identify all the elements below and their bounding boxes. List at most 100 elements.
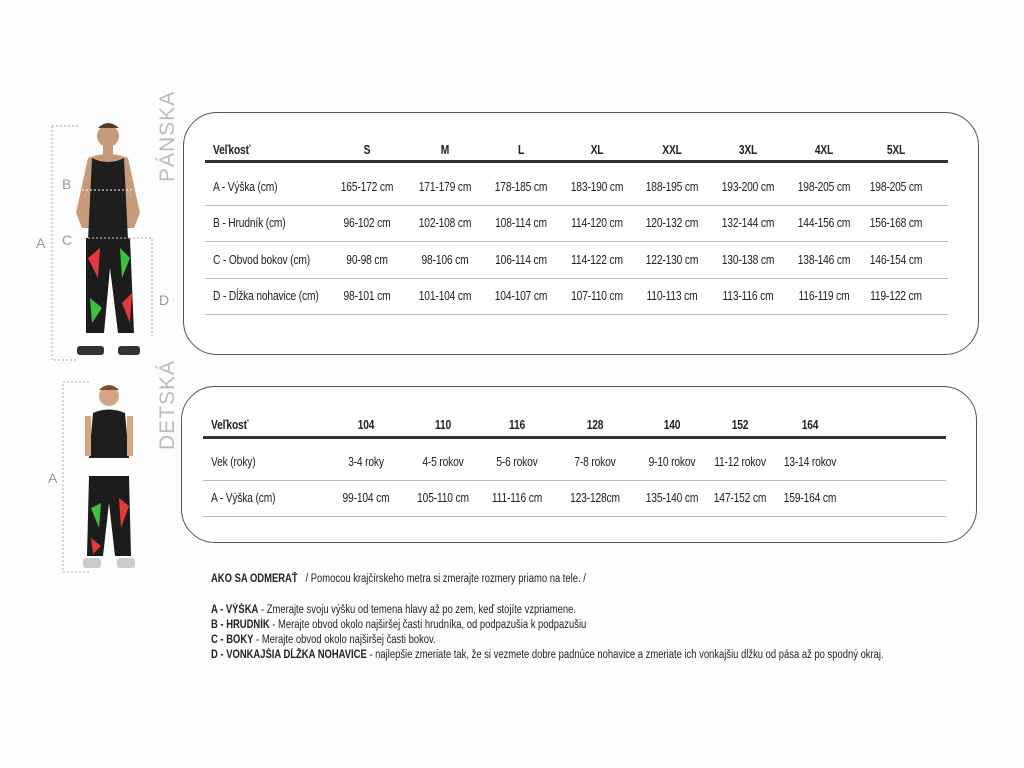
marker-a: A	[36, 235, 46, 251]
row-label: A - Výška (cm)	[211, 491, 276, 505]
instruction-term: D - VONKAJŠIA DĹŽKA NOHAVICE	[211, 649, 367, 661]
table-cell: 99-104 cm	[342, 491, 390, 505]
instruction-text: - najlepšie zmeriate tak, že si vezmete …	[366, 649, 884, 661]
size-header: 3XL	[738, 143, 758, 157]
size-header: XXL	[662, 143, 682, 157]
men-size-table	[183, 112, 979, 355]
header-divider	[205, 160, 948, 163]
row-label: Vek (roky)	[211, 455, 256, 469]
table-cell: 108-114 cm	[495, 216, 547, 230]
table-cell: 106-114 cm	[495, 253, 547, 267]
size-header: 140	[663, 418, 681, 432]
size-header: 5XL	[886, 143, 906, 157]
table-cell: 146-154 cm	[869, 253, 923, 267]
table-cell: 104-107 cm	[494, 289, 548, 303]
table-cell: 111-116 cm	[491, 491, 543, 505]
size-header: 110	[434, 418, 452, 432]
table-cell: 9-10 rokov	[648, 455, 696, 469]
size-header: 104	[357, 418, 375, 432]
size-header: M	[440, 143, 450, 157]
size-header: XL	[590, 143, 604, 157]
table-cell: 198-205 cm	[797, 180, 851, 194]
size-header: 152	[731, 418, 749, 432]
table-cell: 114-122 cm	[571, 253, 623, 267]
table-cell: 4-5 rokov	[422, 455, 464, 469]
instruction-d: D - VONKAJŠIA DĹŽKA NOHAVICE - najlepšie…	[211, 649, 884, 661]
kids-section-label: DETSKÁ	[156, 359, 179, 450]
kids-model-figure	[62, 381, 135, 573]
instruction-term: C - BOKY	[211, 634, 254, 646]
table-cell: 198-205 cm	[869, 180, 923, 194]
table-cell: 165-172 cm	[340, 180, 394, 194]
instruction-b: B - HRUDNÍK - Merajte obvod okolo najšir…	[211, 619, 586, 631]
table-cell: 102-108 cm	[418, 216, 472, 230]
table-cell: 130-138 cm	[721, 253, 775, 267]
table-cell: 135-140 cm	[645, 491, 699, 505]
table-cell: 119-122 cm	[870, 289, 922, 303]
table-cell: 188-195 cm	[645, 180, 699, 194]
table-cell: 114-120 cm	[571, 216, 623, 230]
row-divider	[205, 241, 948, 242]
table-cell: 120-132 cm	[645, 216, 699, 230]
marker-b: B	[62, 176, 72, 192]
size-header: 128	[586, 418, 604, 432]
table-cell: 144-156 cm	[797, 216, 851, 230]
instruction-c: C - BOKY - Merajte obvod okolo najširšej…	[211, 634, 436, 646]
table-cell: 5-6 rokov	[496, 455, 538, 469]
size-header: S	[363, 143, 371, 157]
table-cell: 122-130 cm	[645, 253, 699, 267]
table-cell: 13-14 rokov	[783, 455, 837, 469]
instruction-a: A - VÝŠKA - Zmerajte svoju výšku od teme…	[211, 604, 576, 616]
instructions-subtitle: / Pomocou krajčírskeho metra si zmerajte…	[305, 573, 586, 585]
table-cell: 3-4 roky	[348, 455, 384, 469]
size-header-label: Veľkosť	[211, 418, 249, 432]
table-cell: 107-110 cm	[571, 289, 623, 303]
table-cell: 98-101 cm	[343, 289, 391, 303]
table-cell: 110-113 cm	[646, 289, 698, 303]
table-cell: 11-12 rokov	[714, 455, 766, 469]
table-cell: 159-164 cm	[783, 491, 837, 505]
table-cell: 101-104 cm	[418, 289, 472, 303]
row-divider	[203, 516, 946, 517]
kids-marker-a: A	[48, 470, 58, 486]
size-header-label: Veľkosť	[213, 143, 251, 157]
instruction-term: B - HRUDNÍK	[211, 619, 270, 631]
row-label: C - Obvod bokov (cm)	[213, 253, 310, 267]
row-label: D - Dĺžka nohavice (cm)	[213, 289, 319, 303]
table-cell: 183-190 cm	[570, 180, 624, 194]
table-cell: 98-106 cm	[421, 253, 469, 267]
table-cell: 193-200 cm	[721, 180, 775, 194]
header-divider	[203, 436, 946, 439]
table-cell: 132-144 cm	[721, 216, 775, 230]
instruction-term: A - VÝŠKA	[211, 604, 259, 616]
table-cell: 147-152 cm	[713, 491, 767, 505]
row-divider	[205, 205, 948, 206]
row-divider	[205, 314, 948, 315]
instructions-heading: AKO SA ODMERAŤ / Pomocou krajčírskeho me…	[211, 573, 586, 585]
table-cell: 156-168 cm	[869, 216, 923, 230]
instruction-text: - Zmerajte svoju výšku od temena hlavy a…	[258, 604, 576, 616]
row-label: B - Hrudník (cm)	[213, 216, 286, 230]
table-cell: 113-116 cm	[722, 289, 774, 303]
men-section-label: PÁNSKA	[156, 90, 179, 182]
instructions-title: AKO SA ODMERAŤ	[211, 573, 298, 585]
table-cell: 96-102 cm	[343, 216, 391, 230]
table-cell: 123-128cm	[570, 491, 620, 505]
instruction-text: - Merajte obvod okolo najširšej časti hr…	[269, 619, 587, 631]
row-divider	[205, 278, 948, 279]
size-header: 4XL	[814, 143, 834, 157]
table-cell: 7-8 rokov	[574, 455, 616, 469]
row-divider	[203, 480, 946, 481]
row-label: A - Výška (cm)	[213, 180, 278, 194]
table-cell: 171-179 cm	[418, 180, 472, 194]
table-cell: 105-110 cm	[417, 491, 469, 505]
marker-d: D	[159, 292, 170, 308]
size-header: 164	[801, 418, 819, 432]
size-header: 116	[508, 418, 526, 432]
men-model-figure	[51, 123, 153, 361]
table-cell: 138-146 cm	[797, 253, 851, 267]
instruction-text: - Merajte obvod okolo najširšej časti bo…	[253, 634, 436, 646]
table-cell: 116-119 cm	[798, 289, 850, 303]
marker-c: C	[62, 232, 73, 248]
table-cell: 90-98 cm	[346, 253, 388, 267]
